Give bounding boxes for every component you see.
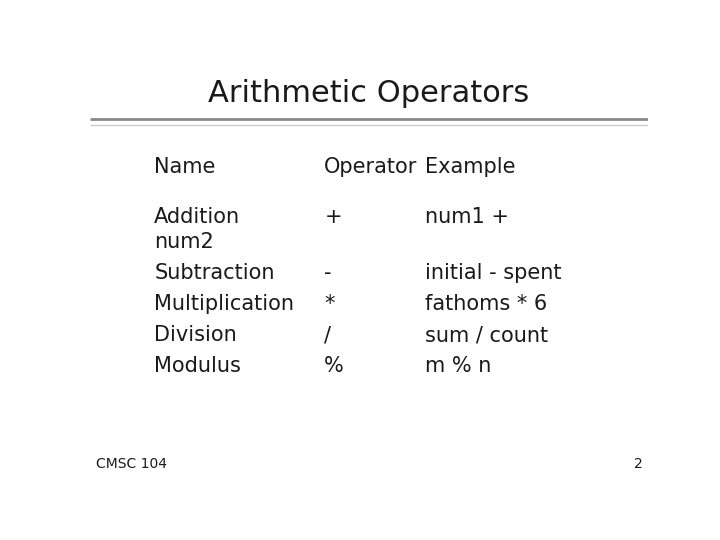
Text: Addition: Addition [154,207,240,227]
Text: /: / [324,325,331,345]
Text: Example: Example [425,157,516,177]
Text: +: + [324,207,342,227]
Text: Operator: Operator [324,157,418,177]
Text: -: - [324,262,332,283]
Text: *: * [324,294,335,314]
Text: Multiplication: Multiplication [154,294,294,314]
Text: m % n: m % n [425,356,491,376]
Text: %: % [324,356,344,376]
Text: Subtraction: Subtraction [154,262,274,283]
Text: CMSC 104: CMSC 104 [96,457,166,471]
Text: Modulus: Modulus [154,356,241,376]
Text: Name: Name [154,157,215,177]
Text: num1 +: num1 + [425,207,509,227]
Text: Division: Division [154,325,237,345]
Text: Arithmetic Operators: Arithmetic Operators [208,79,530,109]
Text: sum / count: sum / count [425,325,548,345]
Text: 2: 2 [634,457,642,471]
Text: fathoms * 6: fathoms * 6 [425,294,547,314]
Text: initial - spent: initial - spent [425,262,562,283]
Text: num2: num2 [154,232,214,252]
